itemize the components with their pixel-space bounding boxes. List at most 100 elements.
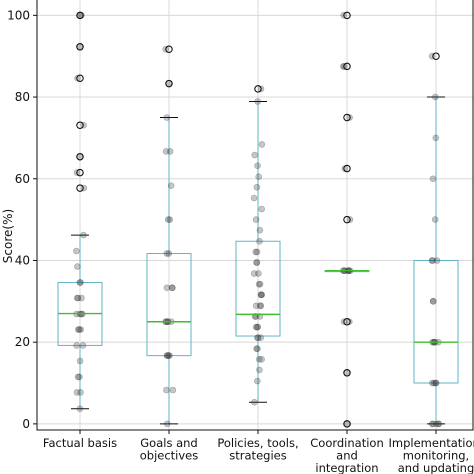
- data-point: [254, 98, 262, 105]
- data-point: [164, 352, 171, 359]
- flier-point: [165, 45, 173, 53]
- data-point: [254, 162, 261, 169]
- data-point: [74, 75, 81, 82]
- data-point: [429, 175, 437, 183]
- x-tick-label-line: Coordination: [310, 436, 384, 450]
- data-point: [250, 194, 258, 202]
- data-point: [252, 216, 260, 223]
- x-tick-label-line: Policies, tools,: [217, 436, 298, 450]
- data-point: [253, 259, 260, 266]
- data-point: [435, 420, 443, 428]
- data-point: [166, 148, 174, 155]
- flier-point: [343, 62, 351, 71]
- data-point: [254, 323, 261, 331]
- data-point: [162, 148, 170, 155]
- plot-frame: [36, 0, 474, 431]
- data-point: [165, 352, 172, 359]
- data-point: [74, 294, 81, 302]
- flier-point: [343, 113, 351, 122]
- data-point: [428, 257, 436, 264]
- x-tick-label-line: Goals and: [140, 436, 197, 450]
- flier-point: [76, 74, 84, 83]
- y-tick-label: 20: [15, 335, 30, 349]
- data-point: [163, 250, 171, 257]
- box: [413, 259, 459, 384]
- data-point: [255, 173, 263, 180]
- flier-point: [76, 43, 84, 51]
- data-point: [253, 377, 261, 385]
- data-point: [431, 216, 439, 223]
- data-point: [251, 151, 258, 159]
- data-point: [435, 420, 442, 428]
- data-point: [255, 270, 262, 277]
- data-point: [429, 297, 437, 305]
- data-point: [164, 216, 172, 223]
- data-point: [80, 184, 88, 192]
- x-tick-label-line: strategies: [229, 449, 286, 463]
- data-point: [255, 280, 263, 288]
- data-point: [169, 386, 177, 394]
- x-tick-label-line: Implementation,: [389, 436, 474, 450]
- data-point: [255, 355, 263, 363]
- data-point: [256, 366, 263, 374]
- data-point: [250, 270, 258, 277]
- x-tick-label-line: and updating: [398, 461, 474, 474]
- data-point: [257, 302, 265, 310]
- data-point: [77, 389, 84, 396]
- data-point: [254, 334, 261, 342]
- y-axis-label: Score(%): [1, 209, 15, 263]
- x-tick-label: Goals and objectives: [140, 436, 199, 463]
- data-point: [429, 379, 436, 387]
- box: [146, 253, 192, 357]
- data-point: [74, 294, 82, 302]
- data-point: [256, 280, 264, 288]
- data-point: [73, 247, 80, 255]
- data-point: [163, 114, 171, 121]
- flier-point: [76, 168, 84, 177]
- data-point: [79, 342, 87, 349]
- data-point: [80, 231, 87, 239]
- y-tick-label: 60: [15, 172, 30, 186]
- x-tick-label: Implementation, monitoring, and updating: [389, 436, 474, 474]
- data-point: [74, 263, 81, 270]
- data-point: [169, 284, 176, 292]
- data-point: [76, 357, 84, 365]
- data-point: [253, 259, 261, 266]
- data-point: [254, 345, 261, 353]
- data-point: [253, 184, 261, 191]
- grid-lines: [37, 0, 473, 430]
- data-point: [76, 405, 84, 413]
- x-tick-label-line: monitoring,: [403, 449, 469, 463]
- data-point: [432, 379, 440, 387]
- flier-point: [343, 317, 351, 326]
- data-point: [76, 373, 83, 381]
- data-point: [73, 342, 80, 349]
- data-point: [163, 420, 171, 428]
- data-point: [258, 141, 266, 148]
- data-point: [433, 257, 441, 264]
- flier-point: [343, 164, 351, 173]
- data-point: [428, 420, 436, 428]
- data-point: [253, 248, 261, 256]
- x-tick-label-line: and: [336, 449, 358, 463]
- data-point: [251, 398, 258, 406]
- x-tick-label: Coordination and integration: [310, 436, 384, 474]
- data-point: [73, 389, 81, 396]
- data-point: [77, 326, 84, 333]
- data-point: [429, 297, 437, 305]
- data-point: [165, 250, 173, 257]
- y-axis: 0 20 40 60 80 100: [7, 8, 37, 431]
- flier-point: [254, 85, 262, 93]
- data-point: [432, 420, 440, 428]
- data-point: [163, 284, 171, 292]
- data-point: [78, 294, 85, 302]
- x-tick-label-line: objectives: [140, 449, 199, 463]
- data-point: [429, 420, 437, 428]
- data-point: [257, 334, 265, 342]
- data-point: [432, 134, 440, 142]
- data-point: [256, 226, 264, 234]
- data-point: [258, 355, 265, 363]
- flier-point: [76, 152, 84, 161]
- y-tick-label: 80: [15, 90, 30, 104]
